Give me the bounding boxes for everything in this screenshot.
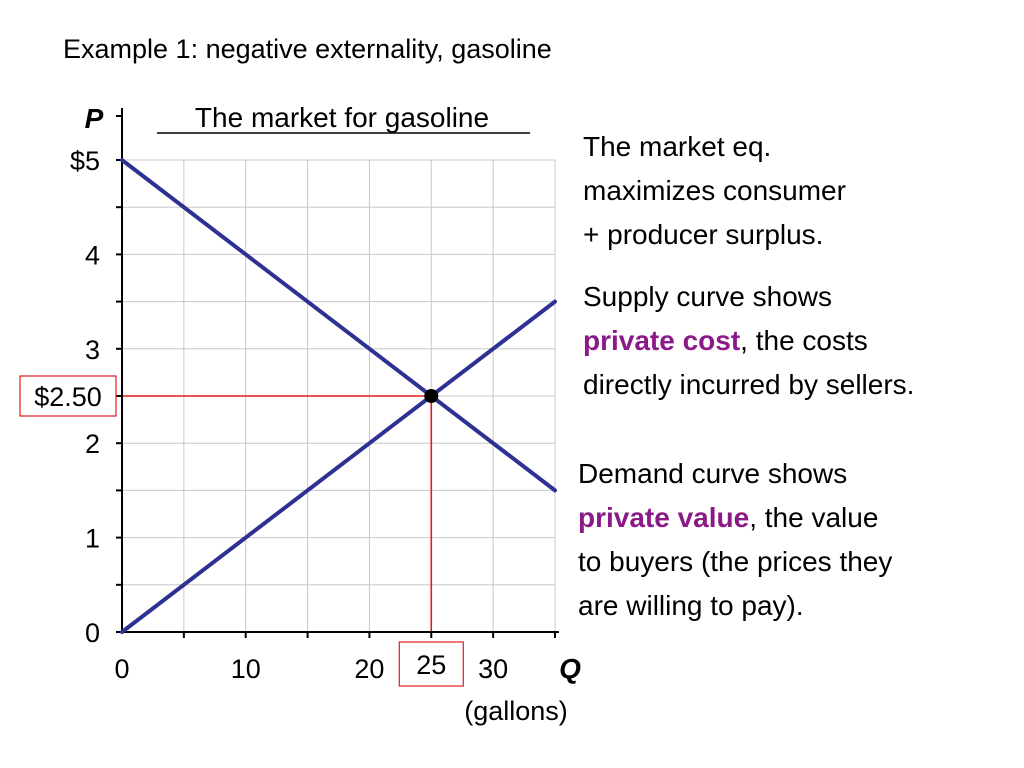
- y-tick-label: 3: [85, 335, 100, 365]
- x-tick-label: 10: [231, 654, 261, 684]
- x-tick-label: 30: [478, 654, 508, 684]
- note-line: maximizes consumer: [583, 175, 846, 206]
- note-text: , the costs: [740, 325, 868, 356]
- x-axis-unit: (gallons): [464, 696, 568, 726]
- axis-labels: 0 1 2 3 4 $5 0 10 20 30 $2.50 25 P Q (gallons) The mark…: [19, 102, 581, 726]
- note-line: private value, the value: [578, 496, 892, 540]
- note-line: directly incurred by sellers.: [583, 369, 915, 400]
- x-tick-label: 20: [354, 654, 384, 684]
- note-line: to buyers (the prices they: [578, 546, 893, 577]
- y-tick-label: 1: [85, 524, 100, 554]
- y-tick-label: 0: [85, 618, 100, 648]
- note-line: private cost, the costs: [583, 319, 914, 363]
- note-line: + producer surplus.: [583, 219, 824, 250]
- note-supply: Supply curve shows private cost, the cos…: [583, 275, 914, 407]
- demand-curve: [120, 158, 557, 493]
- y-tick-label: 2: [85, 429, 100, 459]
- equilibrium-price-label: $2.50: [34, 382, 102, 412]
- x-tick-label: 0: [114, 654, 129, 684]
- note-line: Supply curve shows: [583, 281, 833, 312]
- private-value-highlight: private value: [578, 502, 750, 533]
- grid: [122, 159, 556, 632]
- note-surplus: The market eq. maximizes consumer + prod…: [583, 125, 846, 257]
- note-line: Demand curve shows: [578, 458, 848, 489]
- quantity-label-box: [398, 641, 464, 687]
- note-line: are willing to pay).: [578, 590, 804, 621]
- slide-title: Example 1: negative externality, gasolin…: [63, 34, 552, 64]
- equilibrium-guides: [122, 395, 433, 632]
- y-axis-title: P: [85, 103, 104, 134]
- curves: [120, 158, 557, 634]
- y-tick-label: 4: [85, 240, 100, 270]
- equilibrium-quantity-label: 25: [416, 650, 446, 680]
- note-demand: Demand curve shows private value, the va…: [578, 452, 892, 628]
- note-text: , the value: [749, 502, 879, 533]
- equilibrium-point: [424, 389, 439, 403]
- private-cost-highlight: private cost: [583, 325, 741, 356]
- x-axis-title: Q: [559, 653, 581, 684]
- note-line: The market eq.: [583, 131, 772, 162]
- axes: [116, 108, 559, 638]
- y-tick-label: $5: [70, 146, 100, 176]
- price-label-box: [19, 375, 117, 417]
- chart-title: The market for gasoline: [195, 102, 489, 133]
- supply-curve: [120, 299, 557, 634]
